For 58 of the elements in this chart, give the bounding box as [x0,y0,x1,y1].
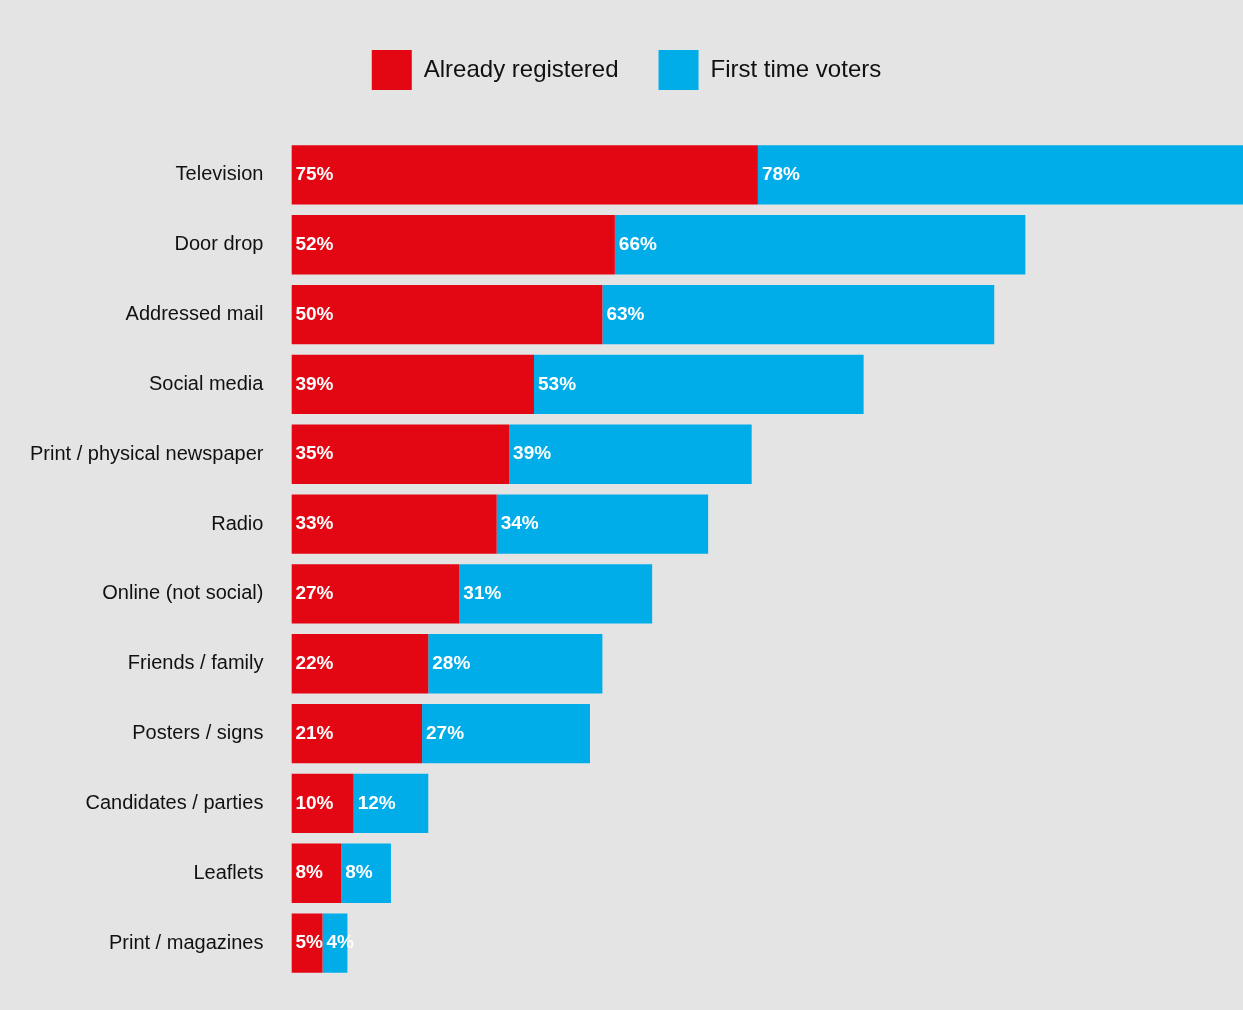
bar [534,354,864,415]
y-tick-label: Candidates / parties [85,790,264,813]
data-label: 39% [295,372,334,394]
y-tick-label: Door drop [174,232,264,255]
data-label: 34% [500,512,539,534]
data-label: 27% [295,582,334,604]
data-label: 28% [432,651,471,673]
y-tick-label: Online (not social) [102,581,264,604]
bar [291,145,758,205]
bar [459,564,653,624]
data-label: 8% [345,861,373,883]
data-label: 53% [538,372,577,394]
y-tick-label: Print / magazines [108,930,264,953]
y-tick-label: Radio [211,511,264,534]
legend-label: Already registered [423,54,619,82]
bar [757,145,1243,205]
bar [422,703,590,764]
bar [341,843,391,903]
data-label: 52% [295,232,334,254]
bar [291,424,510,484]
bar [291,773,354,834]
y-tick-label: Social media [148,371,265,394]
bar [353,773,429,834]
data-label: 39% [513,442,552,464]
bar [291,634,429,694]
data-label: 75% [295,163,334,185]
y-tick-label: Friends / family [127,651,264,674]
bar [291,703,423,764]
data-label: 50% [295,302,334,324]
bar [291,215,615,275]
legend-label: First time voters [710,54,882,82]
data-label: 21% [295,721,334,743]
bar [509,424,752,484]
data-label: 63% [606,302,645,324]
data-label: 12% [357,791,396,813]
bar [496,494,709,554]
data-label: 66% [618,232,657,254]
data-label: 33% [295,512,334,534]
bar [291,354,534,415]
y-tick-label: Addressed mail [125,302,264,325]
bar [291,494,497,554]
y-tick-label: Posters / signs [132,721,264,744]
data-label: 8% [295,861,324,883]
bar [291,564,460,624]
bar [428,634,603,694]
data-label: 35% [295,442,334,464]
data-label: 27% [426,721,465,743]
data-label: 31% [463,582,502,604]
y-tick-label: Television [175,162,264,185]
bar [602,284,995,345]
data-label: 78% [761,163,801,185]
bar [614,215,1026,275]
data-label: 10% [295,791,334,813]
y-tick-label: Leaflets [193,860,264,883]
y-tick-label: Print / physical newspaper [29,441,264,464]
data-label: 5% [295,931,324,953]
data-label: 22% [295,651,334,673]
bar [291,284,603,345]
